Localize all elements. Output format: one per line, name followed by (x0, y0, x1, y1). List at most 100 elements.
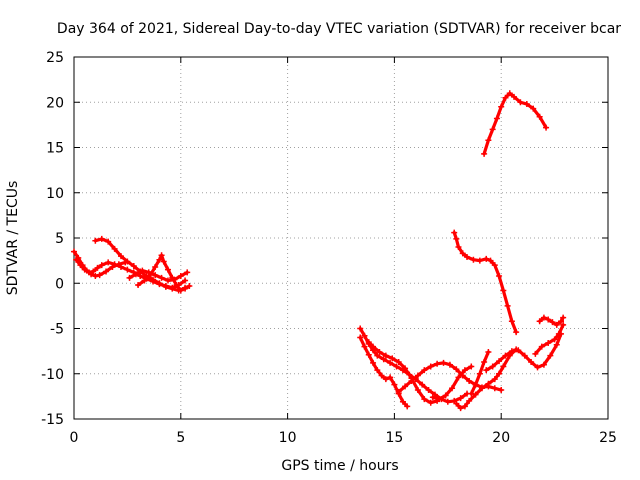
data-point (414, 387, 421, 394)
data-series-10 (429, 363, 475, 403)
data-point (436, 396, 443, 403)
data-point (453, 235, 460, 242)
data-point (156, 280, 163, 287)
data-point (461, 403, 468, 410)
data-point (408, 377, 415, 384)
y-tick-label: 10 (46, 186, 64, 202)
data-point (117, 253, 124, 260)
data-point (502, 94, 509, 101)
data-point (156, 256, 163, 263)
data-point (425, 387, 432, 394)
data-point (73, 256, 80, 263)
data-point (515, 347, 522, 354)
y-tick-label: 5 (55, 231, 64, 247)
data-point (547, 352, 554, 359)
data-point (126, 274, 133, 281)
data-point (421, 396, 428, 403)
data-point (553, 341, 560, 348)
data-point (498, 103, 505, 110)
data-point (506, 90, 513, 97)
data-point (534, 364, 541, 371)
data-point (478, 385, 485, 392)
data-point (158, 274, 165, 281)
y-tick-label: 0 (55, 276, 64, 292)
data-point (132, 271, 139, 278)
data-point (551, 336, 558, 343)
x-tick-label: 20 (492, 430, 510, 446)
data-point (528, 358, 535, 365)
data-point (111, 261, 118, 268)
data-point (105, 238, 112, 245)
data-point (177, 273, 184, 280)
data-point (98, 235, 105, 242)
data-point (164, 266, 171, 273)
data-point (540, 314, 547, 321)
data-point (502, 352, 509, 359)
data-point (92, 273, 99, 280)
data-series-16 (451, 229, 520, 336)
data-point (504, 302, 511, 309)
data-point (141, 277, 148, 284)
data-point (466, 377, 473, 384)
data-point (429, 394, 436, 401)
data-point (442, 392, 449, 399)
data-point (182, 277, 189, 284)
axis-ticks (73, 56, 609, 420)
series-trace (358, 335, 409, 408)
x-tick-label: 0 (70, 430, 79, 446)
data-point (92, 237, 99, 244)
x-tick-labels: 0 5 10 15 20 25 (70, 430, 617, 446)
data-point (395, 358, 402, 365)
data-point (147, 271, 154, 278)
data-point (493, 115, 500, 122)
data-point (508, 348, 515, 355)
data-point (404, 403, 411, 410)
y-tick-label: 20 (46, 95, 64, 111)
data-point (357, 325, 364, 332)
data-point (361, 343, 368, 350)
data-point (496, 273, 503, 280)
y-axis-label: SDTVAR / TECUs (5, 181, 21, 296)
data-point (177, 287, 184, 294)
data-point (545, 339, 552, 346)
x-tick-label: 10 (279, 430, 297, 446)
data-point (169, 274, 176, 281)
data-point (81, 266, 88, 273)
data-point (378, 372, 385, 379)
data-point (421, 367, 428, 374)
series-trace (484, 332, 563, 372)
data-point (365, 339, 372, 346)
data-point (103, 268, 110, 275)
data-point (543, 124, 550, 131)
data-point (96, 272, 103, 279)
data-point (130, 263, 137, 270)
data-point (530, 105, 537, 112)
data-point (470, 256, 477, 263)
data-point (152, 272, 159, 279)
data-point (476, 257, 483, 264)
data-point (491, 262, 498, 269)
data-point (483, 255, 490, 262)
data-point (402, 383, 409, 390)
data-point (513, 329, 520, 336)
data-point (540, 361, 547, 368)
x-axis-label: GPS time / hours (281, 458, 398, 474)
data-point (500, 363, 507, 370)
data-point (536, 113, 543, 120)
data-point (387, 374, 394, 381)
y-tick-label: -5 (50, 322, 64, 338)
data-point (553, 321, 560, 328)
data-point (173, 282, 180, 289)
data-point (549, 319, 556, 326)
data-point (466, 397, 473, 404)
data-point (370, 359, 377, 366)
y-tick-label: -10 (41, 367, 64, 383)
data-point (98, 262, 105, 269)
x-tick-label: 25 (599, 430, 617, 446)
y-tick-label: 15 (46, 141, 64, 157)
data-point (164, 277, 171, 284)
data-point (427, 363, 434, 370)
data-point (152, 263, 159, 270)
data-point (419, 381, 426, 388)
data-point (472, 381, 479, 388)
